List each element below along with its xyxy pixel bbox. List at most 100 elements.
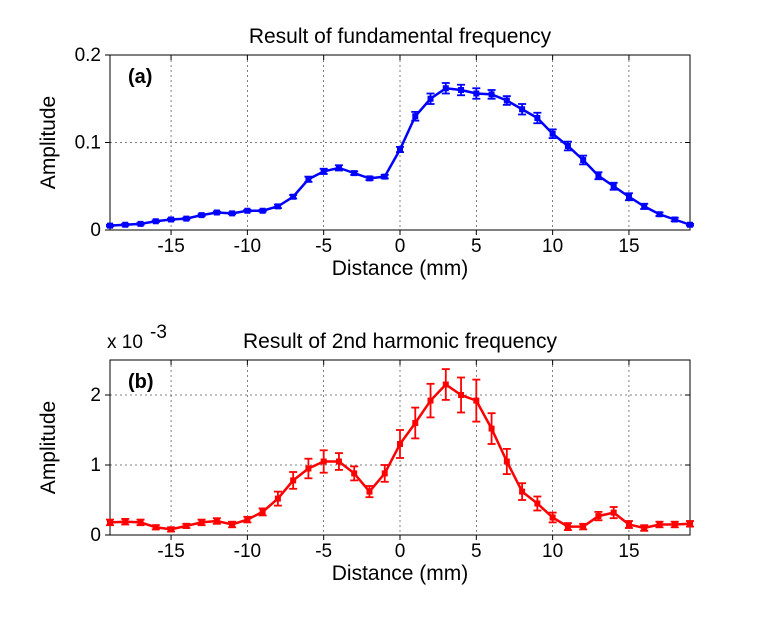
series-marker <box>336 165 341 170</box>
series-marker <box>459 88 464 93</box>
x-tick-label: 15 <box>618 541 639 562</box>
series-marker <box>504 459 509 464</box>
series-marker <box>138 520 143 525</box>
series-marker <box>611 184 616 189</box>
series-marker <box>688 222 693 227</box>
series-marker <box>459 393 464 398</box>
svg-text:x 10: x 10 <box>107 332 143 353</box>
series-marker <box>428 398 433 403</box>
series-marker <box>581 158 586 163</box>
x-tick-label: -10 <box>234 541 261 562</box>
series-marker <box>336 459 341 464</box>
series-marker <box>657 522 662 527</box>
series-marker <box>550 515 555 520</box>
series-marker <box>642 204 647 209</box>
series-marker <box>520 489 525 494</box>
series-marker <box>275 496 280 501</box>
series-marker <box>184 216 189 221</box>
y-scale-label: x 10 -3 <box>107 322 167 353</box>
series-marker <box>199 213 204 218</box>
series-marker <box>611 510 616 515</box>
series-marker <box>184 523 189 528</box>
series-marker <box>230 211 235 216</box>
series-marker <box>565 524 570 529</box>
series-marker <box>169 217 174 222</box>
chart-title: Result of 2nd harmonic frequency <box>243 330 558 353</box>
series-marker <box>291 478 296 483</box>
y-tick-label: 0 <box>90 220 101 241</box>
series-marker <box>672 217 677 222</box>
series-marker <box>626 522 631 527</box>
svg-text:-3: -3 <box>150 322 167 343</box>
series-marker <box>657 212 662 217</box>
series-marker <box>520 107 525 112</box>
series-marker <box>398 442 403 447</box>
series-marker <box>428 96 433 101</box>
series-marker <box>413 114 418 119</box>
x-tick-label: 5 <box>471 541 482 562</box>
series-marker <box>596 173 601 178</box>
y-axis-label: Amplitude <box>37 401 60 494</box>
series-marker <box>367 176 372 181</box>
series-marker <box>688 521 693 526</box>
series-marker <box>382 174 387 179</box>
x-axis-label: Distance (mm) <box>332 257 469 280</box>
y-tick-label: 2 <box>90 385 101 406</box>
series-marker <box>153 219 158 224</box>
y-axis-label: Amplitude <box>37 96 60 189</box>
series-marker <box>550 131 555 136</box>
panel-tag: (b) <box>128 371 154 393</box>
series-marker <box>352 171 357 176</box>
series-marker <box>535 501 540 506</box>
series-marker <box>474 91 479 96</box>
series-marker <box>123 519 128 524</box>
chart-title: Result of fundamental frequency <box>249 25 552 48</box>
series-marker <box>245 208 250 213</box>
series-marker <box>108 223 113 228</box>
y-tick-label: 0.1 <box>75 133 101 154</box>
series-marker <box>626 194 631 199</box>
series-marker <box>413 421 418 426</box>
series-marker <box>443 382 448 387</box>
series-marker <box>535 116 540 121</box>
x-tick-label: -5 <box>315 236 332 257</box>
panel-tag: (a) <box>128 66 152 88</box>
series-marker <box>489 426 494 431</box>
y-tick-label: 0.2 <box>75 45 101 66</box>
x-tick-label: -15 <box>157 541 184 562</box>
x-tick-label: 10 <box>542 236 563 257</box>
x-tick-label: 0 <box>395 541 406 562</box>
series-marker <box>352 471 357 476</box>
series-marker <box>260 208 265 213</box>
series-marker <box>642 526 647 531</box>
x-tick-label: -10 <box>234 236 261 257</box>
series-marker <box>214 210 219 215</box>
series-marker <box>565 144 570 149</box>
series-marker <box>230 522 235 527</box>
x-tick-label: 10 <box>542 541 563 562</box>
series-marker <box>123 222 128 227</box>
series-marker <box>199 520 204 525</box>
series-marker <box>321 169 326 174</box>
series-marker <box>153 525 158 530</box>
series-marker <box>260 509 265 514</box>
series-marker <box>169 527 174 532</box>
series-marker <box>108 520 113 525</box>
x-axis-label: Distance (mm) <box>332 562 469 585</box>
series-marker <box>672 522 677 527</box>
series-marker <box>138 221 143 226</box>
series-marker <box>214 519 219 524</box>
series-marker <box>474 398 479 403</box>
series-marker <box>291 194 296 199</box>
x-tick-label: -5 <box>315 541 332 562</box>
series-marker <box>306 177 311 182</box>
x-tick-label: 15 <box>618 236 639 257</box>
series-marker <box>367 489 372 494</box>
x-tick-label: -15 <box>157 236 184 257</box>
y-tick-label: 1 <box>90 455 101 476</box>
series-marker <box>245 517 250 522</box>
series-marker <box>581 524 586 529</box>
series-marker <box>398 147 403 152</box>
x-tick-label: 0 <box>395 236 406 257</box>
series-marker <box>596 514 601 519</box>
